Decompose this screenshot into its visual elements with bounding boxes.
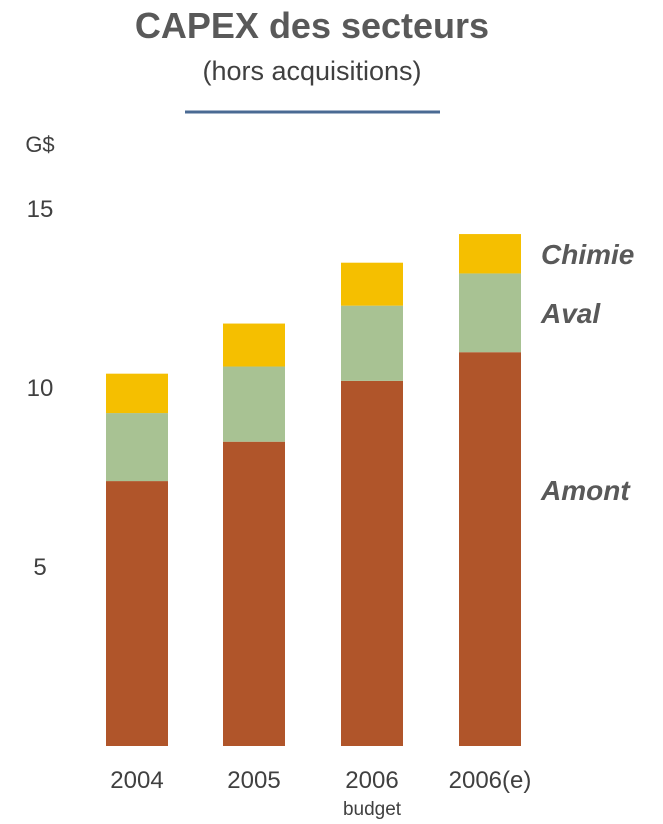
x-tick-label: 2005 — [227, 767, 280, 794]
bar-segment-amont — [459, 352, 521, 746]
series-label-chimie: Chimie — [541, 239, 634, 270]
bar-segment-chimie — [459, 234, 521, 274]
y-tick-label: 5 — [33, 554, 46, 581]
y-axis-ticks: 5 10 15 — [27, 196, 54, 581]
bar-segment-chimie — [223, 323, 285, 367]
bar-segment-amont — [223, 441, 285, 746]
x-tick-label: 2004 — [110, 767, 163, 794]
y-tick-label: 15 — [27, 196, 54, 223]
series-label-aval: Aval — [540, 298, 601, 329]
y-axis-unit: G$ — [25, 132, 54, 157]
bars — [106, 234, 521, 746]
x-tick-label: 2006 — [345, 767, 398, 794]
series-labels: Amont Aval Chimie — [540, 239, 634, 506]
bar-segment-amont — [341, 380, 403, 746]
x-axis-labels: 2004 2005 2006 budget 2006(e) — [110, 767, 531, 820]
bar-segment-aval — [106, 413, 168, 482]
bar-segment-chimie — [106, 373, 168, 414]
bar-segment-aval — [341, 305, 403, 381]
series-label-amont: Amont — [540, 475, 631, 506]
x-tick-label: 2006(e) — [449, 767, 532, 794]
x-tick-sublabel: budget — [343, 799, 402, 820]
chart-title: CAPEX des secteurs — [135, 5, 489, 46]
bar-segment-chimie — [341, 262, 403, 306]
y-tick-label: 10 — [27, 375, 54, 402]
bar-segment-aval — [459, 273, 521, 353]
bar-segment-aval — [223, 366, 285, 442]
chart-subtitle: (hors acquisitions) — [202, 56, 421, 86]
bar-segment-amont — [106, 481, 168, 746]
